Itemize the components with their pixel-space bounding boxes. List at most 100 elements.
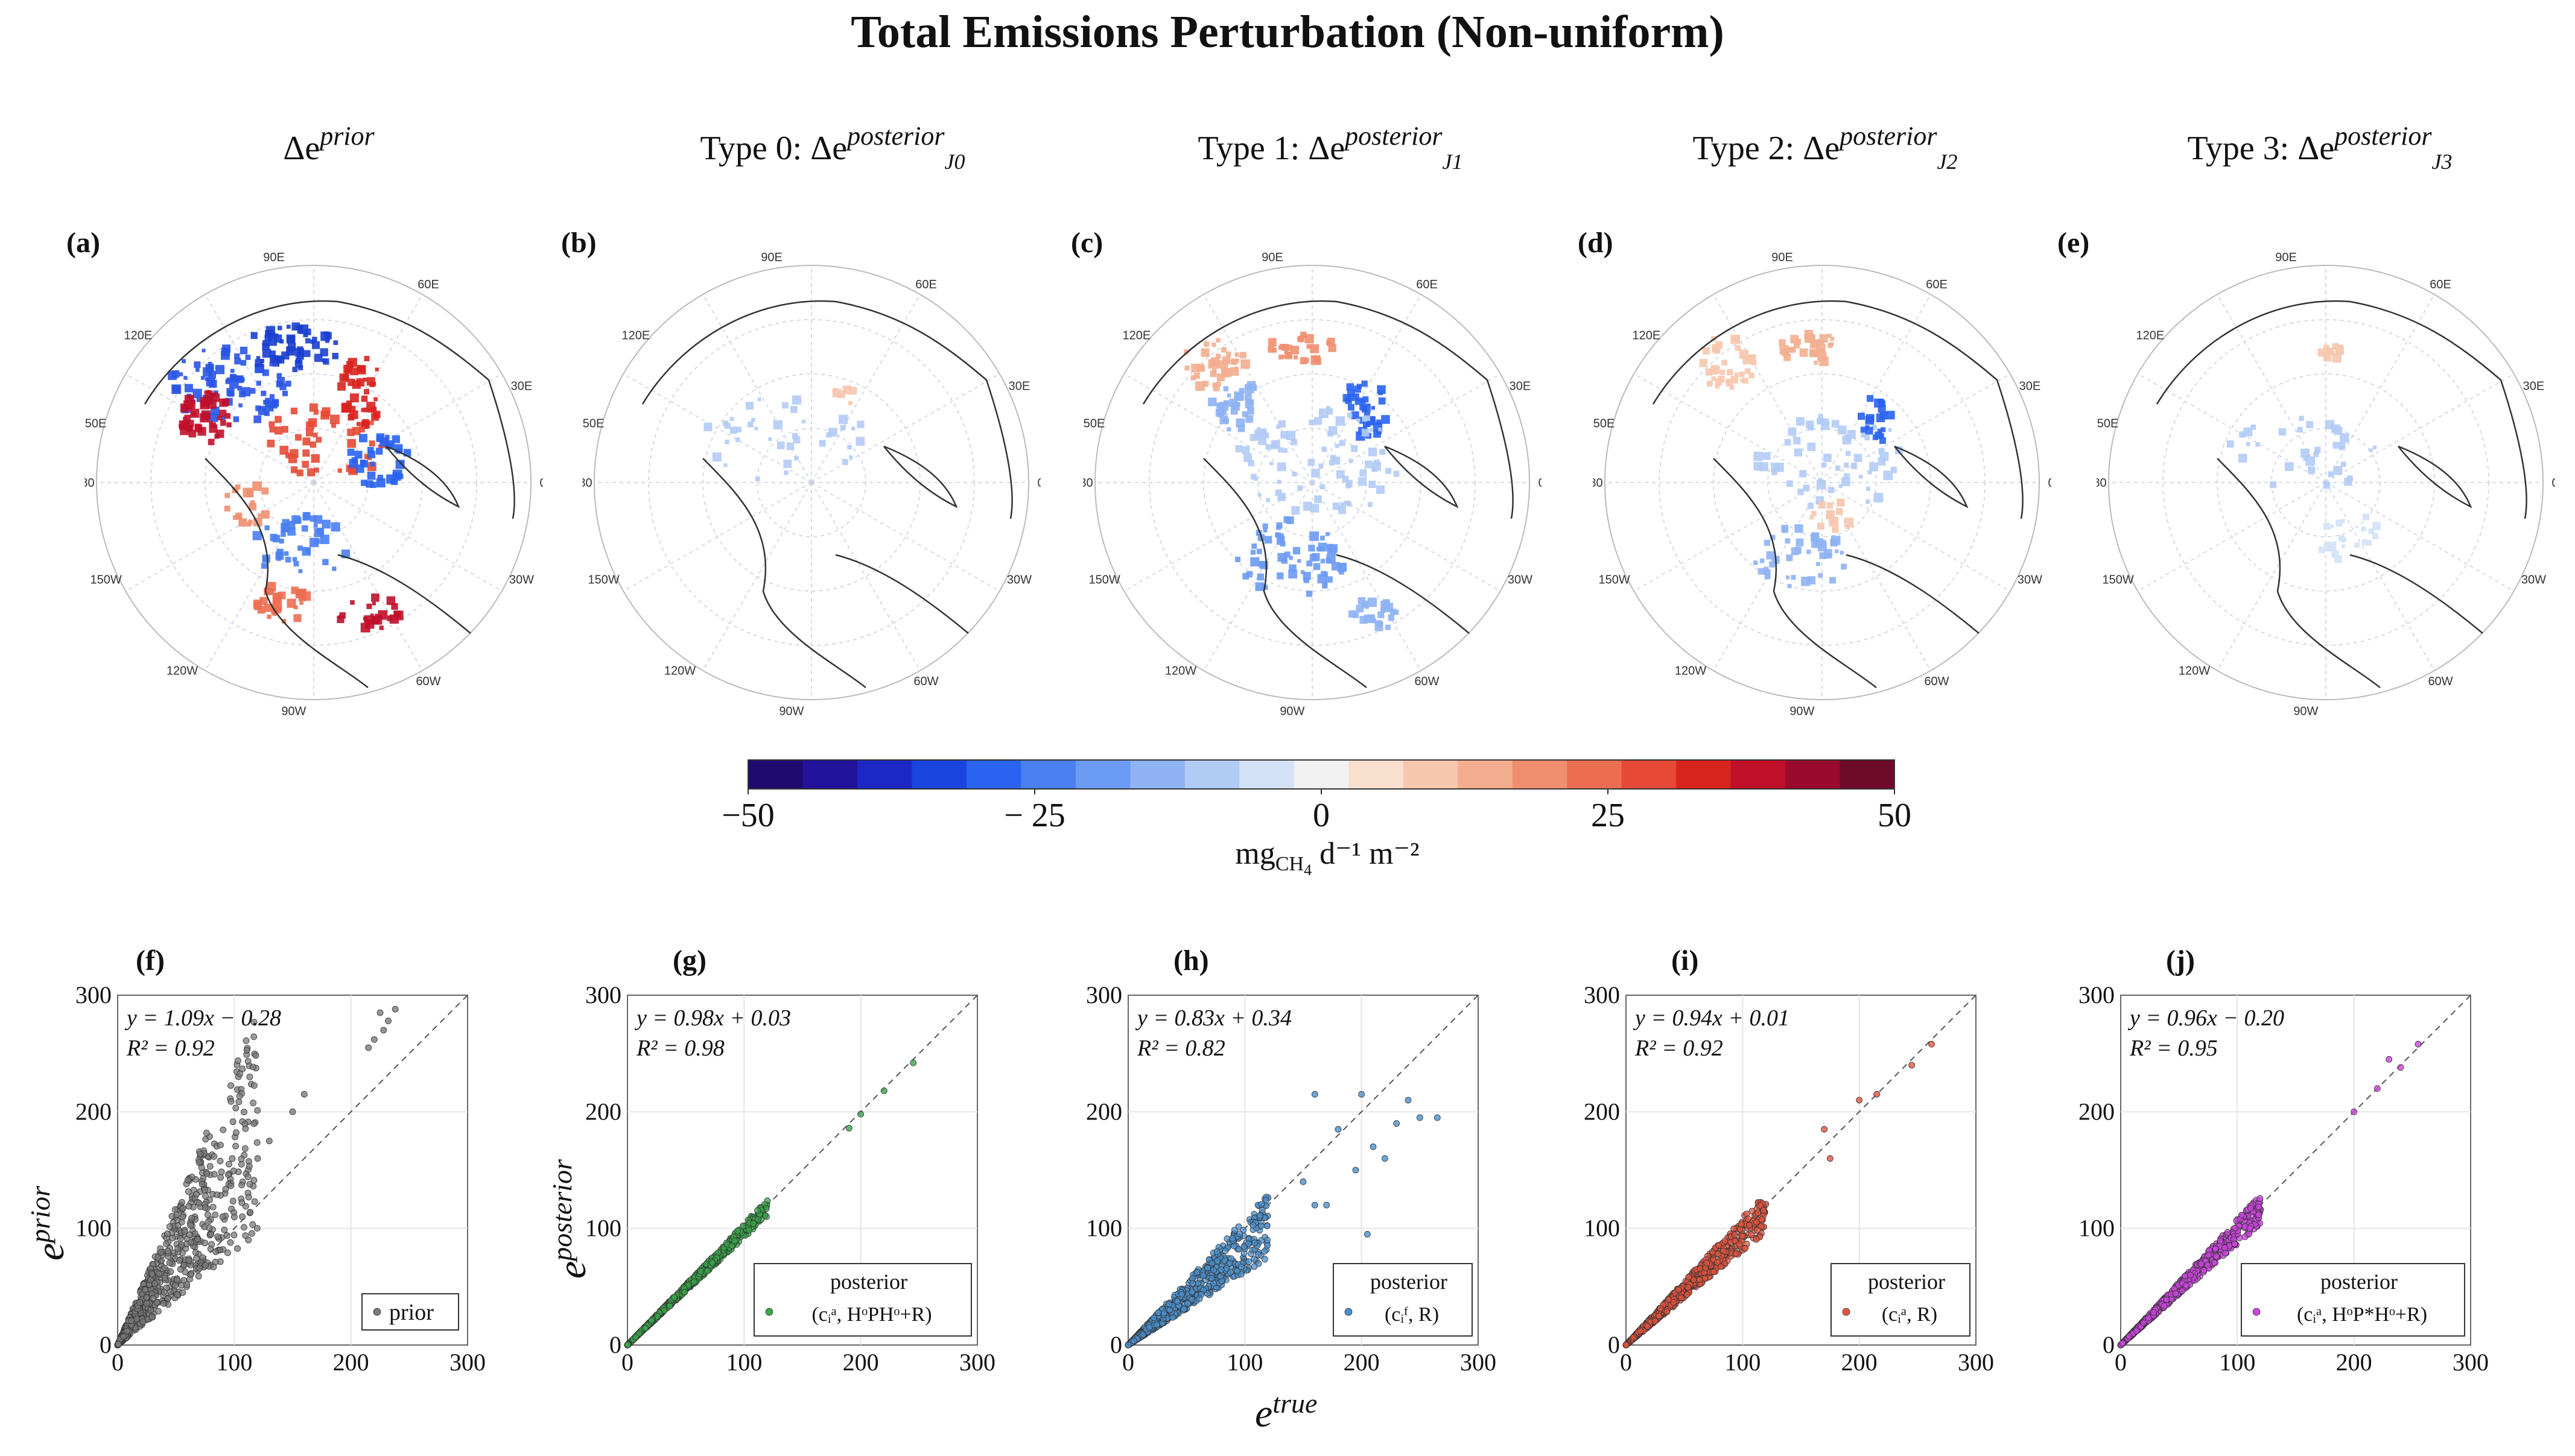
longitude-label: 90E (761, 251, 783, 264)
emission-cell (1286, 351, 1292, 358)
colorbar-swatch (1184, 760, 1240, 789)
emission-cell (1841, 477, 1850, 486)
emission-cell (1829, 577, 1836, 584)
data-point (642, 1325, 649, 1332)
data-point (265, 1138, 273, 1145)
data-point (1229, 1235, 1236, 1242)
emission-cell (786, 442, 795, 451)
emission-cell (1865, 486, 1870, 491)
data-point (250, 1019, 258, 1026)
data-point (1683, 1291, 1691, 1298)
emission-cell (1221, 367, 1229, 376)
emission-cell (1277, 552, 1287, 562)
emission-cell (386, 596, 396, 606)
data-point (220, 1126, 227, 1133)
data-point (380, 1027, 387, 1034)
data-point (1210, 1267, 1218, 1274)
emission-cell (359, 426, 365, 432)
emission-cell (347, 448, 355, 456)
polar-map-a: 90E60E120E30E150E018030W150W60W120W90W (84, 251, 543, 718)
data-point (157, 1249, 165, 1256)
emission-cell (325, 338, 329, 343)
emission-cell (1821, 462, 1827, 468)
x-tick-label: 200 (333, 1349, 369, 1376)
emission-cell (1726, 378, 1731, 384)
emission-cell (376, 478, 386, 488)
emission-cell (279, 446, 289, 455)
emission-cell (303, 350, 311, 357)
emission-cell (258, 513, 262, 518)
emission-cell (361, 480, 367, 486)
emission-cell (1751, 360, 1757, 366)
coastline-north-america (1203, 458, 1470, 688)
longitude-label: 30E (511, 379, 533, 393)
emission-cell (261, 487, 269, 495)
data-point (1637, 1328, 1644, 1335)
emission-cell (1309, 531, 1319, 541)
data-point (1178, 1291, 1186, 1298)
emission-cell (366, 480, 373, 488)
data-point (1236, 1230, 1243, 1238)
emission-cell (281, 531, 286, 537)
emission-cell (1215, 353, 1221, 359)
emission-cell (1256, 530, 1262, 536)
coastline-greenland (1894, 445, 1969, 508)
emission-cell (1818, 573, 1823, 578)
data-point (214, 1233, 221, 1240)
emission-cell (303, 332, 308, 338)
emission-cell (1799, 470, 1807, 478)
data-point (148, 1314, 156, 1320)
meridian-line (1821, 294, 1931, 483)
longitude-label: 30E (2019, 379, 2041, 393)
emission-cell (1382, 599, 1390, 607)
emission-cell (1712, 344, 1721, 353)
data-point (179, 1199, 185, 1206)
emission-cell (1213, 384, 1220, 391)
data-point (1746, 1221, 1753, 1229)
emission-cell (2323, 542, 2332, 552)
emission-cell (215, 365, 225, 375)
emission-cell (333, 340, 338, 345)
emission-cell (184, 414, 191, 422)
emission-cell (1819, 552, 1826, 559)
emission-cell (793, 436, 801, 444)
colorbar-swatch (966, 760, 1022, 789)
emission-cell (1245, 393, 1252, 401)
data-point (196, 1265, 203, 1272)
emission-cell (1226, 351, 1231, 357)
emission-cell (1300, 331, 1307, 338)
data-point (227, 1098, 235, 1105)
emission-cell (1297, 559, 1301, 563)
emission-cell (2340, 461, 2346, 467)
y-tick-label: 0 (609, 1331, 621, 1358)
data-point (1257, 1212, 1263, 1219)
data-point (214, 1191, 220, 1198)
emission-cell (293, 614, 302, 622)
data-point (155, 1270, 162, 1277)
emission-cell (292, 557, 297, 562)
emission-cell (1771, 469, 1777, 475)
emission-cell (332, 566, 337, 571)
data-point (1234, 1267, 1241, 1274)
emission-cell (293, 605, 298, 610)
data-point (246, 1163, 253, 1170)
longitude-label: 150E (582, 417, 604, 431)
emission-cell (1319, 484, 1326, 490)
colorbar-swatch (1403, 760, 1459, 789)
emission-cell (1242, 411, 1248, 417)
colorbar-swatch (1294, 760, 1350, 789)
emission-cell (1227, 393, 1231, 397)
emission-cell (191, 411, 197, 416)
data-point (681, 1289, 688, 1296)
emission-cell (293, 560, 299, 567)
meridian-line (205, 482, 314, 671)
emission-cell (1835, 549, 1839, 553)
data-point (194, 1236, 201, 1243)
longitude-label: 90E (2275, 251, 2297, 264)
emission-cell (286, 324, 291, 329)
emission-cell (1739, 372, 1745, 378)
emission-cell (322, 519, 331, 529)
meridian-line (2325, 294, 2435, 483)
data-point (1257, 1223, 1265, 1230)
meridian-line (1203, 294, 1313, 483)
